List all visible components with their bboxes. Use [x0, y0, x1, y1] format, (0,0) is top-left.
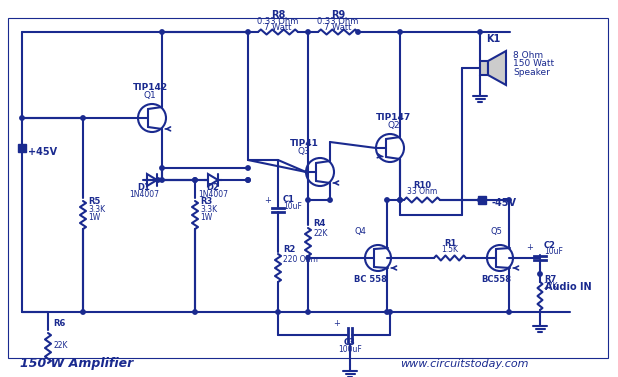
Text: www.circuitstoday.com: www.circuitstoday.com	[400, 359, 528, 369]
Text: R7: R7	[544, 275, 556, 284]
Text: 1N4007: 1N4007	[198, 190, 228, 199]
Text: R10: R10	[413, 181, 431, 190]
Text: Audio IN: Audio IN	[545, 282, 591, 292]
Text: 3.3K: 3.3K	[200, 205, 217, 214]
Circle shape	[478, 198, 482, 202]
Circle shape	[160, 30, 164, 34]
Circle shape	[246, 178, 250, 182]
Text: TIP142: TIP142	[132, 83, 167, 92]
Text: 1W: 1W	[88, 213, 100, 222]
Circle shape	[81, 116, 85, 120]
Circle shape	[156, 178, 160, 182]
Bar	[478, 196, 486, 204]
Text: TIP147: TIP147	[376, 113, 412, 122]
Circle shape	[356, 30, 360, 34]
Text: C2: C2	[544, 241, 556, 250]
Text: TIP41: TIP41	[290, 139, 318, 148]
Circle shape	[276, 310, 280, 314]
Text: 7 Watt: 7 Watt	[265, 23, 292, 32]
Text: +45V: +45V	[28, 147, 57, 157]
Text: Q5: Q5	[490, 227, 502, 236]
Circle shape	[246, 30, 250, 34]
Text: D2: D2	[206, 183, 219, 192]
Text: 1.5K: 1.5K	[441, 245, 459, 254]
Text: BC 558: BC 558	[353, 275, 386, 284]
Circle shape	[160, 166, 164, 170]
Polygon shape	[480, 61, 488, 75]
Text: 10uF: 10uF	[544, 247, 563, 256]
Text: +: +	[527, 243, 533, 252]
Text: 22K: 22K	[313, 229, 328, 238]
Text: 1N4007: 1N4007	[129, 190, 159, 199]
Bar	[18, 144, 26, 152]
Text: Q1: Q1	[143, 91, 156, 100]
Text: K1: K1	[486, 34, 500, 44]
Text: R9: R9	[331, 10, 345, 20]
Text: Q3: Q3	[298, 147, 310, 156]
Text: Q2: Q2	[387, 121, 400, 130]
Circle shape	[385, 310, 389, 314]
Text: D1: D1	[138, 183, 150, 192]
Circle shape	[306, 198, 310, 202]
Text: 150 Watt: 150 Watt	[513, 59, 554, 68]
Circle shape	[246, 178, 250, 182]
Text: +: +	[265, 196, 271, 205]
Text: 0.33 Ohm: 0.33 Ohm	[257, 17, 298, 26]
Circle shape	[507, 310, 511, 314]
Circle shape	[193, 178, 197, 182]
Text: 8 Ohm: 8 Ohm	[513, 51, 543, 60]
Text: 10uF: 10uF	[283, 202, 302, 211]
Text: BC558: BC558	[481, 275, 511, 284]
Circle shape	[193, 178, 197, 182]
Circle shape	[160, 178, 164, 182]
Text: 33 Ohm: 33 Ohm	[407, 187, 437, 196]
Text: 1W: 1W	[200, 213, 212, 222]
Circle shape	[538, 272, 542, 276]
Text: +: +	[334, 319, 341, 328]
Circle shape	[193, 310, 197, 314]
Text: Speaker: Speaker	[513, 68, 550, 77]
Circle shape	[246, 166, 250, 170]
Circle shape	[398, 30, 402, 34]
Text: 3.3K: 3.3K	[88, 205, 105, 214]
Text: -45V: -45V	[491, 198, 516, 208]
Circle shape	[20, 116, 24, 120]
Circle shape	[81, 310, 85, 314]
Circle shape	[328, 198, 332, 202]
Text: 220 Ohm: 220 Ohm	[283, 255, 318, 264]
Text: 100uF: 100uF	[338, 345, 362, 354]
Circle shape	[306, 30, 310, 34]
Text: R8: R8	[271, 10, 285, 20]
Text: R4: R4	[313, 219, 325, 228]
Circle shape	[507, 198, 511, 202]
Text: C3: C3	[344, 338, 356, 347]
Circle shape	[385, 198, 389, 202]
Polygon shape	[488, 51, 506, 85]
Circle shape	[306, 310, 310, 314]
Text: R6: R6	[53, 319, 66, 328]
Text: 7 Watt: 7 Watt	[324, 23, 352, 32]
Text: Q4: Q4	[354, 227, 366, 236]
Text: R2: R2	[283, 245, 295, 254]
Circle shape	[478, 30, 482, 34]
Circle shape	[398, 198, 402, 202]
Circle shape	[398, 198, 402, 202]
Text: R1: R1	[444, 239, 456, 248]
Circle shape	[306, 256, 310, 260]
Text: R3: R3	[200, 197, 212, 206]
Text: C1: C1	[283, 195, 295, 204]
Text: 22K: 22K	[53, 341, 67, 350]
Text: 150 W Amplifier: 150 W Amplifier	[20, 357, 133, 370]
Text: 0.33 Ohm: 0.33 Ohm	[317, 17, 358, 26]
Text: 27K: 27K	[544, 282, 559, 291]
Circle shape	[388, 310, 392, 314]
Text: R5: R5	[88, 197, 100, 206]
